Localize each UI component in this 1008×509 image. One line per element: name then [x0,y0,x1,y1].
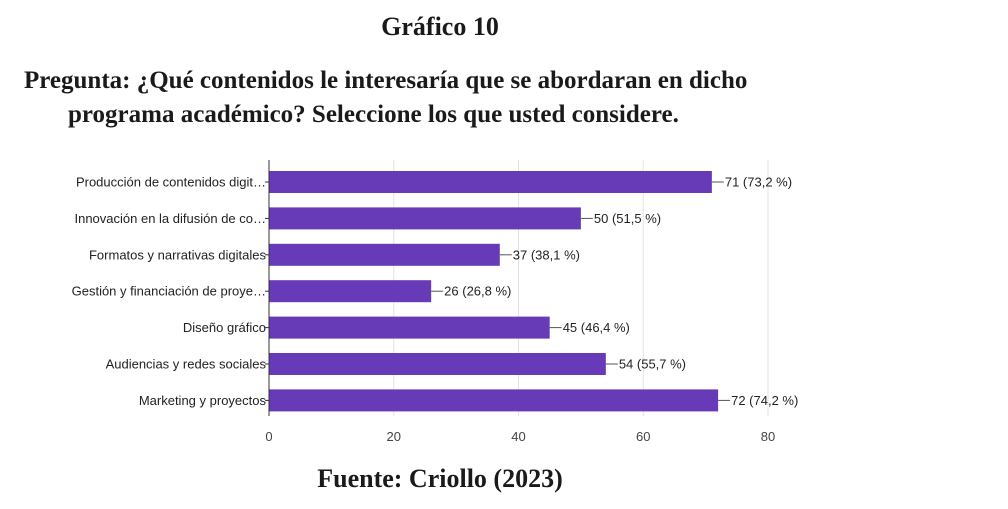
category-label: Diseño gráfico [183,320,266,335]
bar [269,207,581,230]
label-layer: Producción de contenidos digit… 71 (73,2 … [72,175,799,408]
category-label: Producción de contenidos digit… [76,175,266,190]
x-tick-label: 80 [761,429,775,444]
figure-label: Gráfico 10 [381,12,499,41]
category-label: Innovación en la difusión de co… [74,211,266,226]
x-tick-label: 40 [511,429,525,444]
category-label: Marketing y proyectos [139,393,267,408]
bar [269,316,550,339]
category-label: Formatos y narrativas digitales [89,247,267,262]
bar [269,280,432,303]
data-label: 26 (26,8 %) [444,284,511,299]
question-line-2: programa académico? Seleccione los que u… [68,101,679,128]
bar-layer [269,171,719,412]
data-label: 72 (74,2 %) [731,393,798,408]
x-tick-label: 0 [265,429,272,444]
data-label: 54 (55,7 %) [619,357,686,372]
data-label: 45 (46,4 %) [563,320,630,335]
category-label: Gestión y financiación de proye… [72,284,266,299]
x-tick-label: 20 [387,429,401,444]
data-label: 37 (38,1 %) [513,247,580,262]
bar [269,243,500,266]
data-label: 71 (73,2 %) [725,175,792,190]
category-label: Audiencias y redes sociales [106,357,267,372]
question-text: Pregunta: ¿Qué contenidos le interesaría… [24,64,924,132]
bar [269,389,719,412]
data-label: 50 (51,5 %) [594,211,661,226]
axis-layer: 0 20 40 60 80 [265,160,775,444]
source-caption: Fuente: Criollo (2023) [317,464,563,493]
question-line-1: Pregunta: ¿Qué contenidos le interesaría… [24,67,748,94]
bar [269,171,712,193]
bar [269,353,606,375]
x-tick-label: 60 [636,429,650,444]
